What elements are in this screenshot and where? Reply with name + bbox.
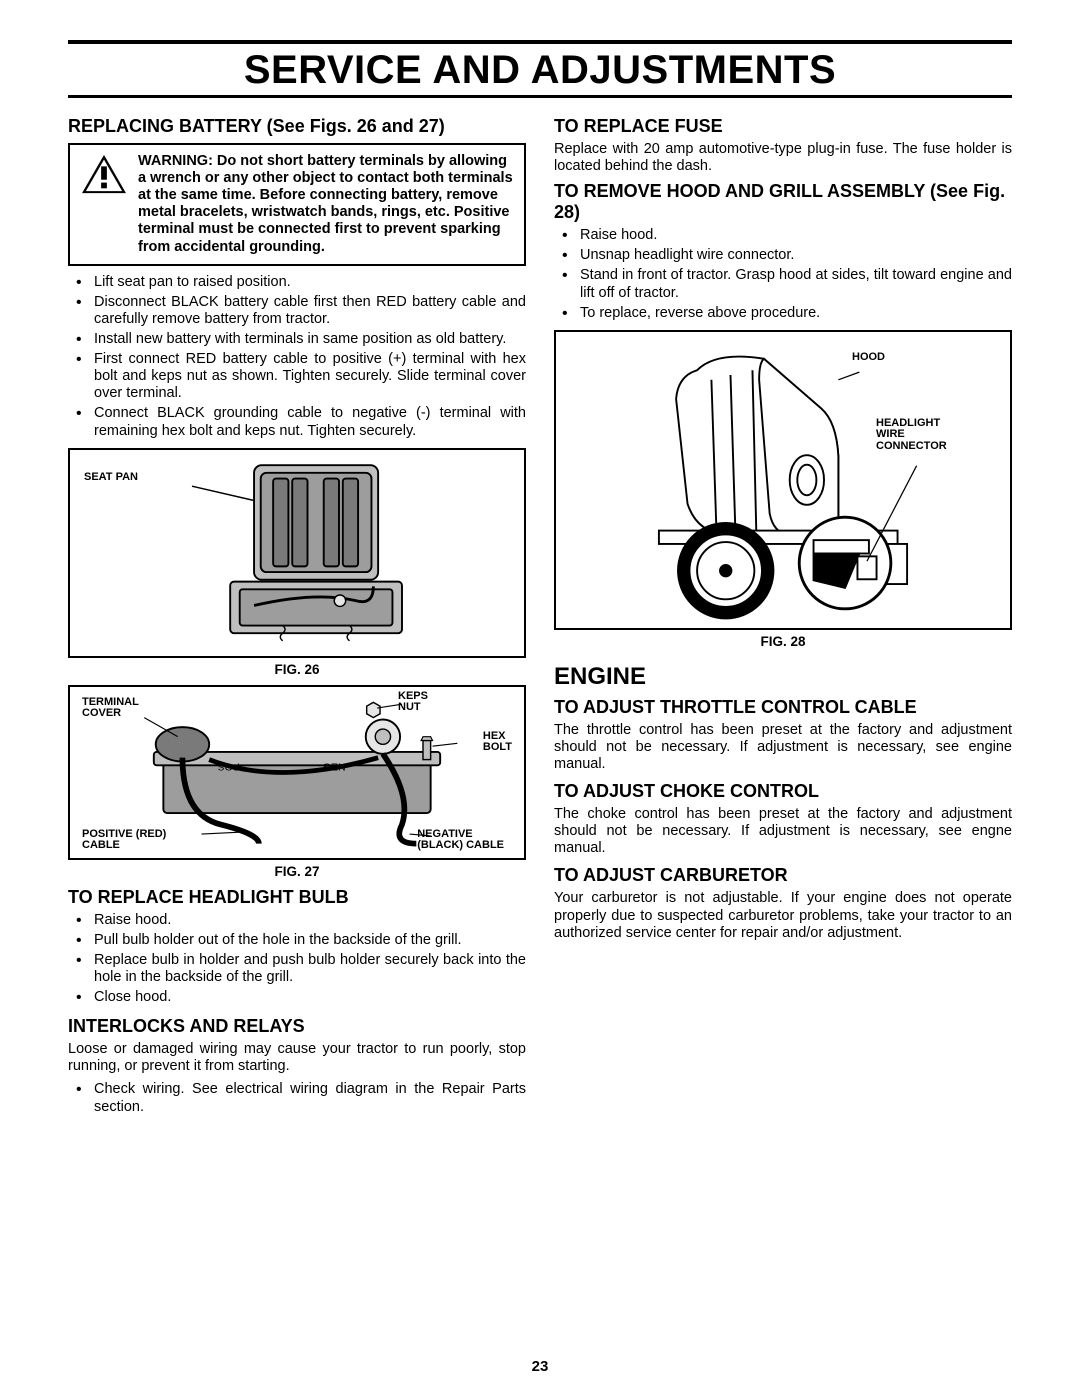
fig26-illustration <box>87 453 507 653</box>
engine-heading: ENGINE <box>554 663 1012 691</box>
fig28-caption: FIG. 28 <box>554 634 1012 649</box>
interlocks-body: Loose or damaged wiring may cause your t… <box>68 1041 526 1075</box>
figure-27: POS NEG TERMINAL COVER KEPS NUT HEX BOLT… <box>68 685 526 860</box>
list-item: Disconnect BLACK battery cable first the… <box>68 294 526 328</box>
warning-triangle-icon <box>80 153 128 256</box>
list-item: Stand in front of tractor. Grasp hood at… <box>554 267 1012 301</box>
carburetor-body: Your carburetor is not adjustable. If yo… <box>554 890 1012 941</box>
svg-text:NEG: NEG <box>323 761 346 773</box>
throttle-heading: TO ADJUST THROTTLE CONTROL CABLE <box>554 697 1012 718</box>
warning-text: WARNING: Do not short battery terminals … <box>138 153 514 256</box>
fig27-neg-cable-label: NEGATIVE (BLACK) CABLE <box>417 829 504 852</box>
list-item: Lift seat pan to raised position. <box>68 274 526 291</box>
replace-fuse-heading: TO REPLACE FUSE <box>554 116 1012 137</box>
fig26-caption: FIG. 26 <box>68 662 526 677</box>
list-item: Connect BLACK grounding cable to negativ… <box>68 405 526 439</box>
two-column-layout: REPLACING BATTERY (See Figs. 26 and 27) … <box>68 110 1012 1122</box>
fig28-hood-label: HOOD <box>852 352 885 364</box>
figure-26: SEAT PAN <box>68 448 526 658</box>
choke-body: The choke control has been preset at the… <box>554 806 1012 857</box>
list-item: To replace, reverse above procedure. <box>554 305 1012 322</box>
interlocks-list: Check wiring. See electrical wiring diag… <box>68 1081 526 1115</box>
fig28-illustration <box>573 335 993 625</box>
battery-steps-list: Lift seat pan to raised position. Discon… <box>68 274 526 440</box>
fig27-hex-bolt-label: HEX BOLT <box>483 731 512 754</box>
list-item: Replace bulb in holder and push bulb hol… <box>68 952 526 986</box>
title-underline <box>68 95 1012 98</box>
remove-hood-list: Raise hood. Unsnap headlight wire connec… <box>554 227 1012 322</box>
figure-28: HOOD HEADLIGHT WIRE CONNECTOR <box>554 330 1012 630</box>
replacing-battery-heading: REPLACING BATTERY (See Figs. 26 and 27) <box>68 116 526 137</box>
fig27-terminal-cover-label: TERMINAL COVER <box>82 697 139 720</box>
replace-fuse-body: Replace with 20 amp automotive-type plug… <box>554 141 1012 175</box>
list-item: Unsnap headlight wire connector. <box>554 247 1012 264</box>
remove-hood-heading: TO REMOVE HOOD AND GRILL ASSEMBLY (See F… <box>554 181 1012 223</box>
fig27-caption: FIG. 27 <box>68 864 526 879</box>
list-item: First connect RED battery cable to posit… <box>68 351 526 402</box>
left-column: REPLACING BATTERY (See Figs. 26 and 27) … <box>68 110 526 1122</box>
list-item: Raise hood. <box>554 227 1012 244</box>
fig26-seatpan-label: SEAT PAN <box>84 472 138 484</box>
list-item: Raise hood. <box>68 912 526 929</box>
replace-headlight-heading: TO REPLACE HEADLIGHT BULB <box>68 887 526 908</box>
list-item: Check wiring. See electrical wiring diag… <box>68 1081 526 1115</box>
list-item: Pull bulb holder out of the hole in the … <box>68 932 526 949</box>
headlight-steps-list: Raise hood. Pull bulb holder out of the … <box>68 912 526 1007</box>
page-number: 23 <box>0 1358 1080 1375</box>
warning-box: WARNING: Do not short battery terminals … <box>68 143 526 266</box>
top-rule <box>68 40 1012 44</box>
throttle-body: The throttle control has been preset at … <box>554 722 1012 773</box>
fig27-pos-cable-label: POSITIVE (RED) CABLE <box>82 829 166 852</box>
carburetor-heading: TO ADJUST CARBURETOR <box>554 865 1012 886</box>
list-item: Close hood. <box>68 989 526 1006</box>
right-column: TO REPLACE FUSE Replace with 20 amp auto… <box>554 110 1012 1122</box>
svg-text:POS: POS <box>218 761 240 773</box>
page-title: SERVICE AND ADJUSTMENTS <box>68 48 1012 93</box>
list-item: Install new battery with terminals in sa… <box>68 331 526 348</box>
interlocks-heading: INTERLOCKS AND RELAYS <box>68 1016 526 1037</box>
choke-heading: TO ADJUST CHOKE CONTROL <box>554 781 1012 802</box>
fig27-keps-nut-label: KEPS NUT <box>398 691 428 714</box>
fig28-connector-label: HEADLIGHT WIRE CONNECTOR <box>876 418 947 453</box>
